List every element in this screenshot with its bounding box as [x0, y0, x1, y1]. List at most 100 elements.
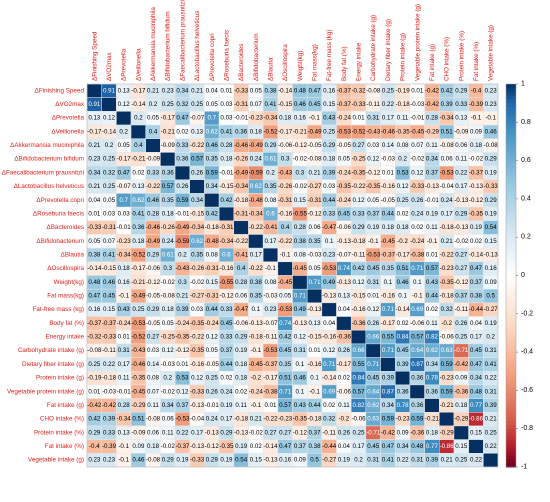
cell-value-label: 0.54 — [235, 457, 248, 464]
cell-value-label: -0.59 — [249, 169, 264, 176]
cell-value-label: -0.86 — [469, 416, 484, 423]
colorbar-swatch — [506, 348, 516, 353]
cell-value-label: 0.13 — [338, 293, 351, 300]
cell-value-label: 0.25 — [103, 156, 116, 163]
cell-value-label: -0.08 — [146, 457, 161, 464]
cell-value-label: -0.15 — [351, 293, 366, 300]
cell-value-label: 0.04 — [206, 87, 219, 94]
cell-value-label: 0.17 — [264, 238, 277, 245]
cell-value-label: 0.38 — [308, 443, 321, 450]
cell-value-label: -0.42 — [425, 101, 440, 108]
cell-value-label: 0.01 — [382, 169, 395, 176]
cell-value-label: 0.4 — [237, 265, 246, 272]
cell-value-label: 0.12 — [103, 115, 116, 122]
cell-value-label: -0.17 — [381, 320, 396, 327]
cell-value-label: -0.43 — [366, 128, 381, 135]
cell-value-label: 0.23 — [485, 101, 498, 108]
column-label: ΔBacteroides — [238, 44, 245, 81]
cell-value-label: 0.18 — [220, 156, 233, 163]
cell-value-label: 0.39 — [176, 306, 189, 313]
cell-value-label: -0.18 — [234, 416, 249, 423]
column-label: ΔPrevotella copri — [209, 33, 216, 81]
cell-value-label: 0.91 — [103, 87, 116, 94]
cell-value-label: -0.33 — [190, 457, 205, 464]
colorbar-swatch — [506, 275, 516, 280]
cell-value-label: 0.29 — [323, 142, 336, 149]
cell-value-label: 0.08 — [264, 197, 277, 204]
cell-value-label: 0.19 — [235, 347, 248, 354]
cell-value-label: 0.12 — [353, 279, 366, 286]
cell-value-label: 0.36 — [162, 169, 175, 176]
cell-value-label: -0.53 — [278, 306, 293, 313]
colorbar-swatch — [506, 290, 516, 296]
cell-value-label: 0.39 — [441, 101, 454, 108]
cell-value-label: 0.6 — [222, 251, 231, 258]
cell-value-label: -0.03 — [381, 156, 396, 163]
cell-value-label: -0.46 — [131, 361, 146, 368]
cell-value-label: 0.32 — [441, 306, 454, 313]
cell-value-label: -0.14 — [469, 251, 484, 258]
cell-value-label: -0.27 — [322, 457, 337, 464]
cell-value-label: 0.05 — [147, 115, 160, 122]
cell-value-label: -0.16 — [351, 306, 366, 313]
cell-value-label: 0.18 — [250, 128, 263, 135]
cell-value-label: -0.11 — [102, 347, 116, 354]
row-label: ΔFinishing Speed — [35, 87, 85, 94]
cell-value-label: -0.13 — [425, 183, 440, 190]
cell-value-label: 0.09 — [294, 457, 307, 464]
cell-value-label: -0.34 — [440, 115, 455, 122]
heatmap-cell — [86, 83, 102, 98]
column-label: Energy intake — [356, 42, 363, 81]
cell-value-label: 0.45 — [397, 347, 410, 354]
heatmap-cell — [306, 288, 323, 304]
cell-value-label: -0.05 — [146, 320, 161, 327]
cell-value-label: 0.35 — [264, 183, 277, 190]
cell-value-label: 0.01 — [264, 402, 277, 409]
cell-value-label: -0.1 — [250, 402, 261, 409]
cell-value-label: -0.34 — [117, 251, 132, 258]
cell-value-label: -0.22 — [263, 416, 278, 423]
colorbar-swatch — [506, 260, 516, 265]
cell-value-label: 0.03 — [103, 210, 116, 217]
cell-value-label: 0.35 — [308, 238, 321, 245]
cell-value-label: 0.29 — [455, 210, 468, 217]
cell-value-label: 0.16 — [485, 265, 498, 272]
cell-value-label: 0.78 — [426, 375, 439, 382]
cell-value-label: -0.24 — [337, 169, 352, 176]
cell-value-label: 0.34 — [191, 197, 204, 204]
cell-value-label: -0.13 — [249, 320, 264, 327]
heatmap-cell — [483, 453, 499, 468]
cell-value-label: 0.18 — [132, 238, 145, 245]
cell-value-label: 0.01 — [88, 210, 101, 217]
cell-value-label: 0.46 — [294, 375, 307, 382]
cell-value-label: -0.35 — [190, 347, 205, 354]
cell-value-label: 0.22 — [103, 361, 116, 368]
heatmap-cell — [365, 343, 381, 358]
cell-value-label: 0.35 — [382, 265, 395, 272]
cell-value-label: 0.82 — [426, 334, 439, 341]
cell-value-label: 0.27 — [455, 265, 468, 272]
row-label: ΔVO2max — [55, 101, 85, 108]
colorbar-swatch — [506, 332, 516, 338]
colorbar-tick-label: -0.8 — [521, 425, 533, 432]
cell-value-label: 0.46 — [485, 128, 498, 135]
cell-value-label: -0.4 — [471, 87, 482, 94]
cell-value-label: 0.2 — [149, 101, 158, 108]
cell-value-label: -0.53 — [322, 265, 337, 272]
cell-value-label: 0.48 — [88, 279, 101, 286]
cell-value-label: -0.55 — [293, 210, 308, 217]
cell-value-label: 0.24 — [206, 416, 219, 423]
cell-value-label: 0.26 — [367, 320, 380, 327]
cell-value-label: 0.04 — [88, 197, 101, 204]
cell-value-label: 0.05 — [118, 142, 131, 149]
cell-value-label: 0.01 — [426, 251, 439, 258]
cell-value-label: -0.26 — [190, 265, 205, 272]
cell-value-label: 0.2 — [134, 115, 143, 122]
cell-value-label: 0.5 — [310, 457, 319, 464]
colorbar-swatch — [506, 313, 516, 319]
cell-value-label: 0.01 — [220, 87, 233, 94]
heatmap-cell — [395, 371, 411, 386]
cell-value-label: 0.01 — [353, 115, 366, 122]
cell-value-label: 0.28 — [220, 142, 233, 149]
cell-value-label: 0.28 — [426, 115, 439, 122]
